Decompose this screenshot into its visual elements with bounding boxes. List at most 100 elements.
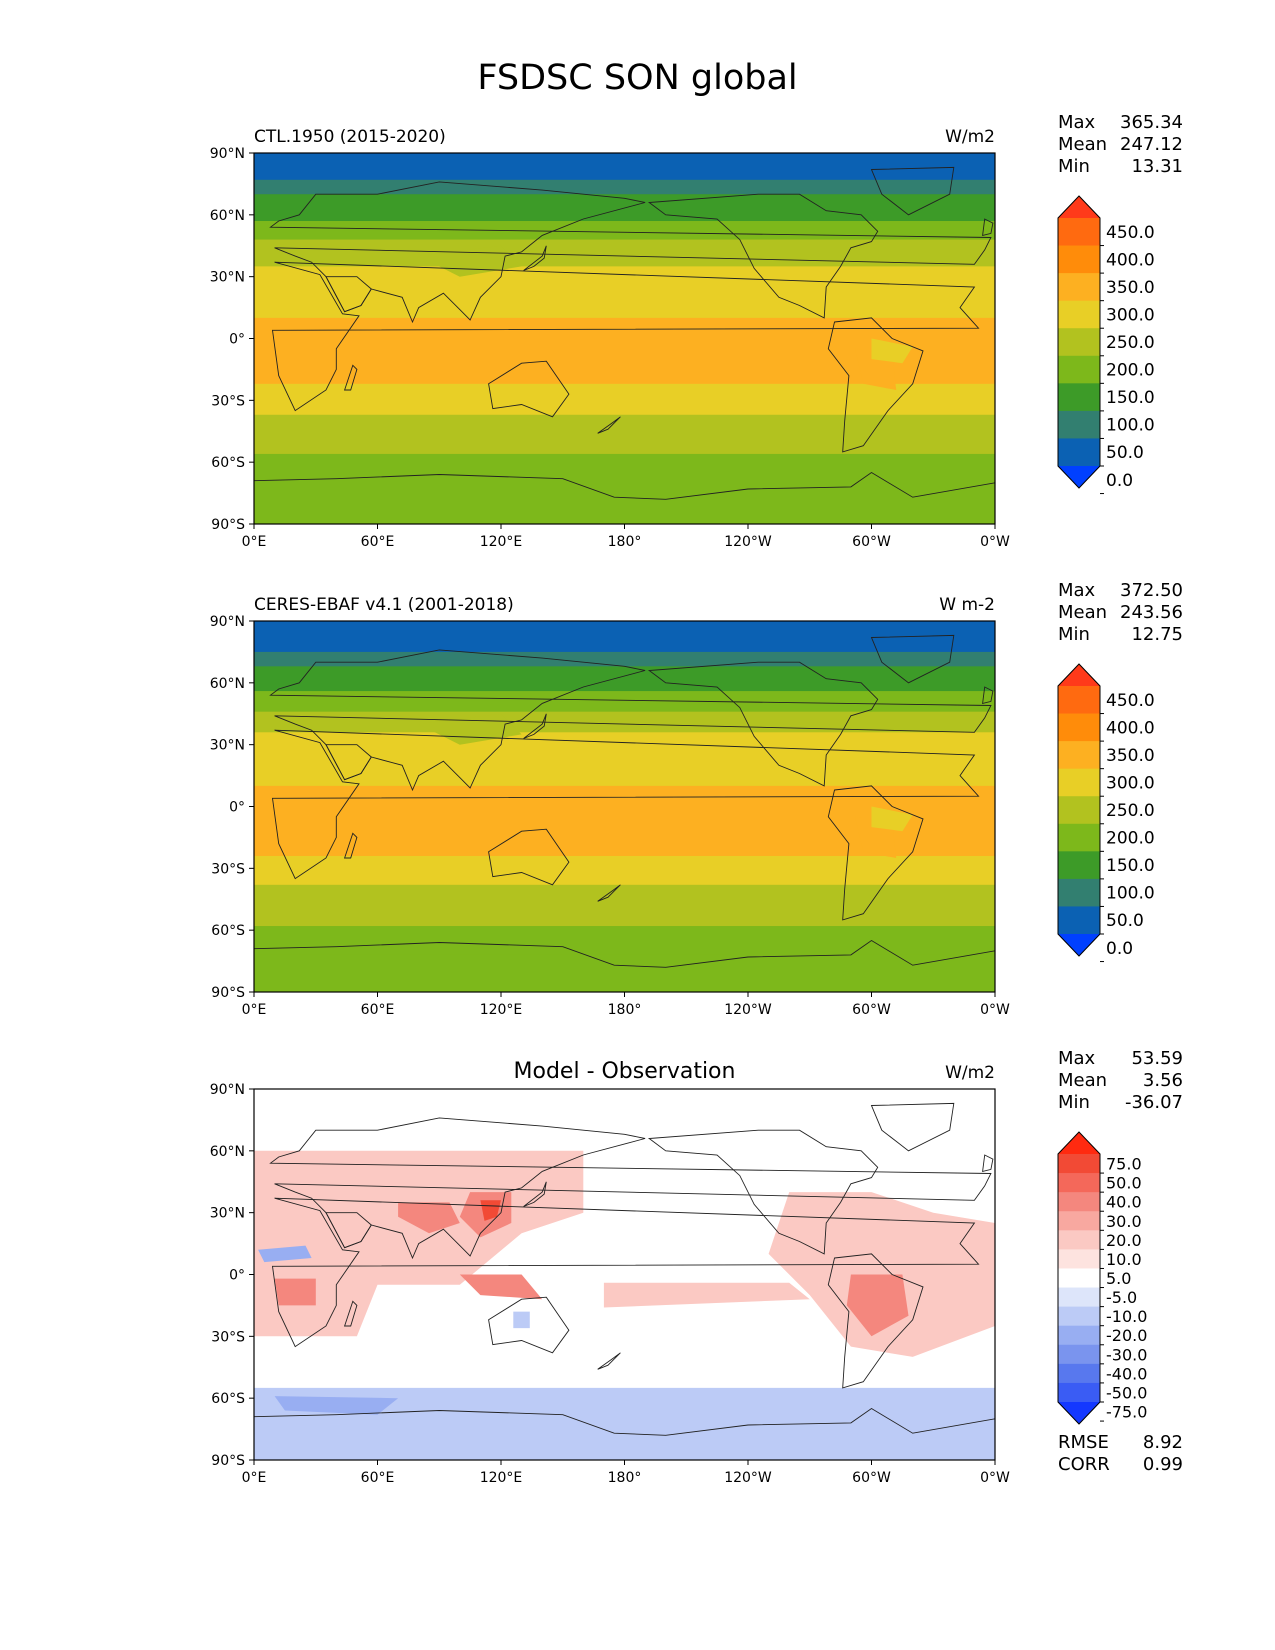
regional-patch-3 bbox=[336, 272, 429, 287]
zonal-band-10 bbox=[254, 954, 995, 992]
colorbar-label: 20.0 bbox=[1106, 1231, 1142, 1250]
zonal-band-0 bbox=[254, 621, 995, 653]
lat-tick-label: 90°N bbox=[210, 614, 245, 630]
panel-units: W/m2 bbox=[945, 1063, 995, 1083]
colorbar-segment bbox=[1058, 1325, 1100, 1346]
zonal-band-1 bbox=[254, 651, 995, 667]
coastline-arabia bbox=[325, 276, 372, 313]
colorbar-segment bbox=[1058, 1173, 1100, 1193]
regional-patch-2 bbox=[418, 713, 522, 745]
colorbar-label: 400.0 bbox=[1106, 718, 1155, 738]
stat-label-mean: Mean bbox=[1058, 1070, 1107, 1091]
stat-value-max: 372.50 bbox=[1120, 580, 1183, 601]
colorbar-diff: 75.050.040.030.020.010.05.0-5.0-10.0-20.… bbox=[1057, 1131, 1147, 1425]
regional-patch-1 bbox=[871, 338, 913, 364]
colorbar-label: 5.0 bbox=[1106, 1269, 1131, 1288]
colorbar-label: 450.0 bbox=[1106, 691, 1155, 711]
colorbar-label: 250.0 bbox=[1106, 333, 1155, 353]
colorbar-segment bbox=[1058, 1287, 1100, 1308]
lon-tick-label: 60°E bbox=[361, 1470, 395, 1486]
stat-value-max: 365.34 bbox=[1120, 112, 1183, 133]
colorbar-segment bbox=[1058, 713, 1100, 742]
colorbar-label: 350.0 bbox=[1106, 746, 1155, 766]
coastline-madagascar bbox=[343, 1300, 358, 1327]
panel-units: W m-2 bbox=[939, 595, 995, 615]
stat-label-max: Max bbox=[1058, 580, 1096, 601]
coastline-madagascar bbox=[343, 832, 358, 859]
lon-tick-label: 0°W bbox=[980, 534, 1010, 550]
colorbar-label: 0.0 bbox=[1106, 471, 1133, 491]
lon-tick-label: 60°E bbox=[361, 534, 395, 550]
coastline-japan bbox=[523, 245, 547, 271]
lat-tick-label: 60°S bbox=[211, 455, 245, 471]
zonal-band-8 bbox=[254, 884, 995, 927]
colorbar-segment bbox=[1058, 410, 1100, 439]
colorbar-segment bbox=[1058, 906, 1100, 935]
stat-value-mean: 247.12 bbox=[1120, 134, 1183, 155]
coastline-greenland bbox=[870, 1102, 955, 1152]
lon-tick-label: 0°W bbox=[980, 1470, 1010, 1486]
colorbar-label: 50.0 bbox=[1106, 1174, 1142, 1193]
diff-anomaly-region-1 bbox=[398, 1202, 460, 1234]
lon-tick-label: 0°E bbox=[242, 1470, 267, 1486]
colorbar-obs: 450.0 400.0 350.0 300.0 250.0 200.0 150.0 100.0… bbox=[1057, 663, 1155, 963]
colorbar-label: -10.0 bbox=[1106, 1307, 1147, 1326]
colorbar-segment bbox=[1058, 823, 1100, 852]
zonal-band-3 bbox=[254, 221, 995, 241]
coastline-japan bbox=[523, 1181, 547, 1207]
lon-tick-label: 180° bbox=[608, 1470, 642, 1486]
stat-label-min: Min bbox=[1058, 624, 1090, 645]
colorbar-segment bbox=[1058, 383, 1100, 412]
coastline-africa bbox=[271, 1197, 980, 1348]
stat-label-max: Max bbox=[1058, 1048, 1096, 1069]
colorbar-label: 200.0 bbox=[1106, 361, 1155, 381]
lat-tick-label: 30°S bbox=[211, 861, 245, 877]
colorbar-label: -40.0 bbox=[1106, 1364, 1147, 1383]
lon-tick-label: 0°E bbox=[242, 534, 267, 550]
lon-tick-label: 120°E bbox=[480, 534, 523, 550]
coastline-samerica bbox=[827, 317, 924, 453]
stat-value-min: 12.75 bbox=[1131, 624, 1183, 645]
coastline-namerica bbox=[647, 1129, 879, 1255]
colorbar-segment bbox=[1058, 328, 1100, 357]
coastline-newzealand bbox=[597, 1352, 621, 1370]
diff-anomaly-region-5 bbox=[459, 1274, 543, 1300]
coastline-australia bbox=[488, 828, 570, 886]
diff-anomaly-region-4 bbox=[274, 1278, 316, 1306]
zonal-band-5 bbox=[254, 732, 995, 787]
colorbar-model: 450.0 400.0 350.0 300.0 250.0 200.0 150.0 100.0… bbox=[1057, 195, 1155, 495]
colorbar-extend-top bbox=[1058, 196, 1100, 218]
zonal-band-3 bbox=[254, 691, 995, 713]
coastline-samerica bbox=[827, 785, 924, 921]
colorbar-segment bbox=[1058, 686, 1100, 714]
coastline-uk bbox=[982, 686, 994, 704]
diff-anomaly-region-12 bbox=[513, 1311, 530, 1329]
colorbar-label: -20.0 bbox=[1106, 1326, 1147, 1345]
lat-tick-label: 30°N bbox=[210, 270, 245, 286]
coastline-greenland bbox=[870, 166, 955, 216]
lat-tick-label: 60°N bbox=[210, 208, 245, 224]
coastline-uk bbox=[982, 1154, 994, 1172]
coastline-africa bbox=[271, 729, 980, 880]
colorbar-label: 400.0 bbox=[1106, 250, 1155, 270]
coastlines-obs bbox=[254, 634, 995, 992]
lat-tick-label: 30°S bbox=[211, 1329, 245, 1345]
page-title: FSDSC SON global bbox=[477, 58, 798, 98]
stat-value-corr: 0.99 bbox=[1143, 1454, 1183, 1475]
regional-patch-3 bbox=[336, 740, 429, 755]
colorbar-label: 450.0 bbox=[1106, 223, 1155, 243]
coastline-newzealand bbox=[597, 416, 621, 434]
coastlines-model bbox=[254, 166, 995, 524]
colorbar-label: 100.0 bbox=[1106, 416, 1155, 436]
zonal-band-9 bbox=[254, 453, 995, 524]
stat-label-corr: CORR bbox=[1058, 1454, 1110, 1475]
colorbar-segment bbox=[1058, 768, 1100, 797]
coastline-japan bbox=[523, 713, 547, 739]
coastline-samerica bbox=[827, 1253, 924, 1389]
stat-label-rmse: RMSE bbox=[1058, 1432, 1109, 1453]
coastline-namerica bbox=[647, 661, 879, 787]
lat-tick-label: 90°N bbox=[210, 1082, 245, 1098]
lat-tick-label: 0° bbox=[229, 1268, 245, 1284]
colorbar-segment bbox=[1058, 438, 1100, 467]
